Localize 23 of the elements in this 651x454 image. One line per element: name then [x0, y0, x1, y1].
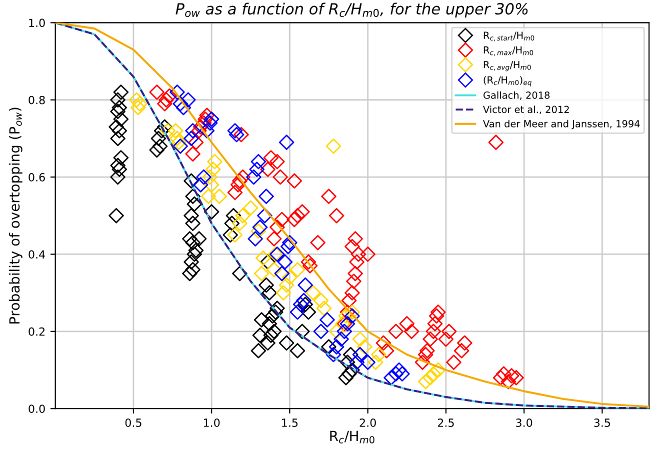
y-tick-label: 1.0: [29, 18, 45, 28]
x-tick-label: 3.5: [594, 418, 610, 427]
y-tick-label: 0.6: [28, 173, 45, 182]
chart-title: P$_{ow}$ as a function of R$_{c}$/H$_{m0}$, for the upper 30%: [176, 2, 528, 18]
legend-label: Gallach, 2018: [483, 91, 550, 100]
x-tick-label: 3.0: [516, 418, 532, 427]
x-tick-label: 2.0: [360, 418, 376, 427]
y-tick-label: 0.0: [28, 404, 45, 413]
y-axis-title: Probability of overtopping (P$_{ow}$): [8, 108, 22, 324]
legend-label: Victor et al., 2012: [483, 106, 569, 114]
y-tick-label: 0.8: [28, 96, 45, 104]
y-tick-label: 0.2: [28, 327, 44, 336]
legend-label: Van der Meer and Janssen, 1994: [483, 120, 640, 130]
x-tick-label: 1.5: [282, 418, 298, 427]
legend-label: R$_{c,avg}$/H$_{m0}$: [484, 61, 531, 72]
legend-label: R$_{c,max}$/H$_{m0}$: [484, 46, 534, 56]
y-tick-label: 0.4: [28, 250, 45, 259]
legend-label: (R$_{c}$/H$_{m0}$)$_{eq}$: [484, 76, 532, 86]
x-axis-title: R$_{c}$/H$_{m0}$: [330, 430, 374, 444]
x-tick-label: 1.0: [204, 418, 220, 427]
legend-label: R$_{c,start}$/H$_{m0}$: [484, 32, 534, 42]
x-tick-label: 2.5: [438, 418, 454, 427]
x-tick-label: 0.5: [125, 418, 142, 427]
